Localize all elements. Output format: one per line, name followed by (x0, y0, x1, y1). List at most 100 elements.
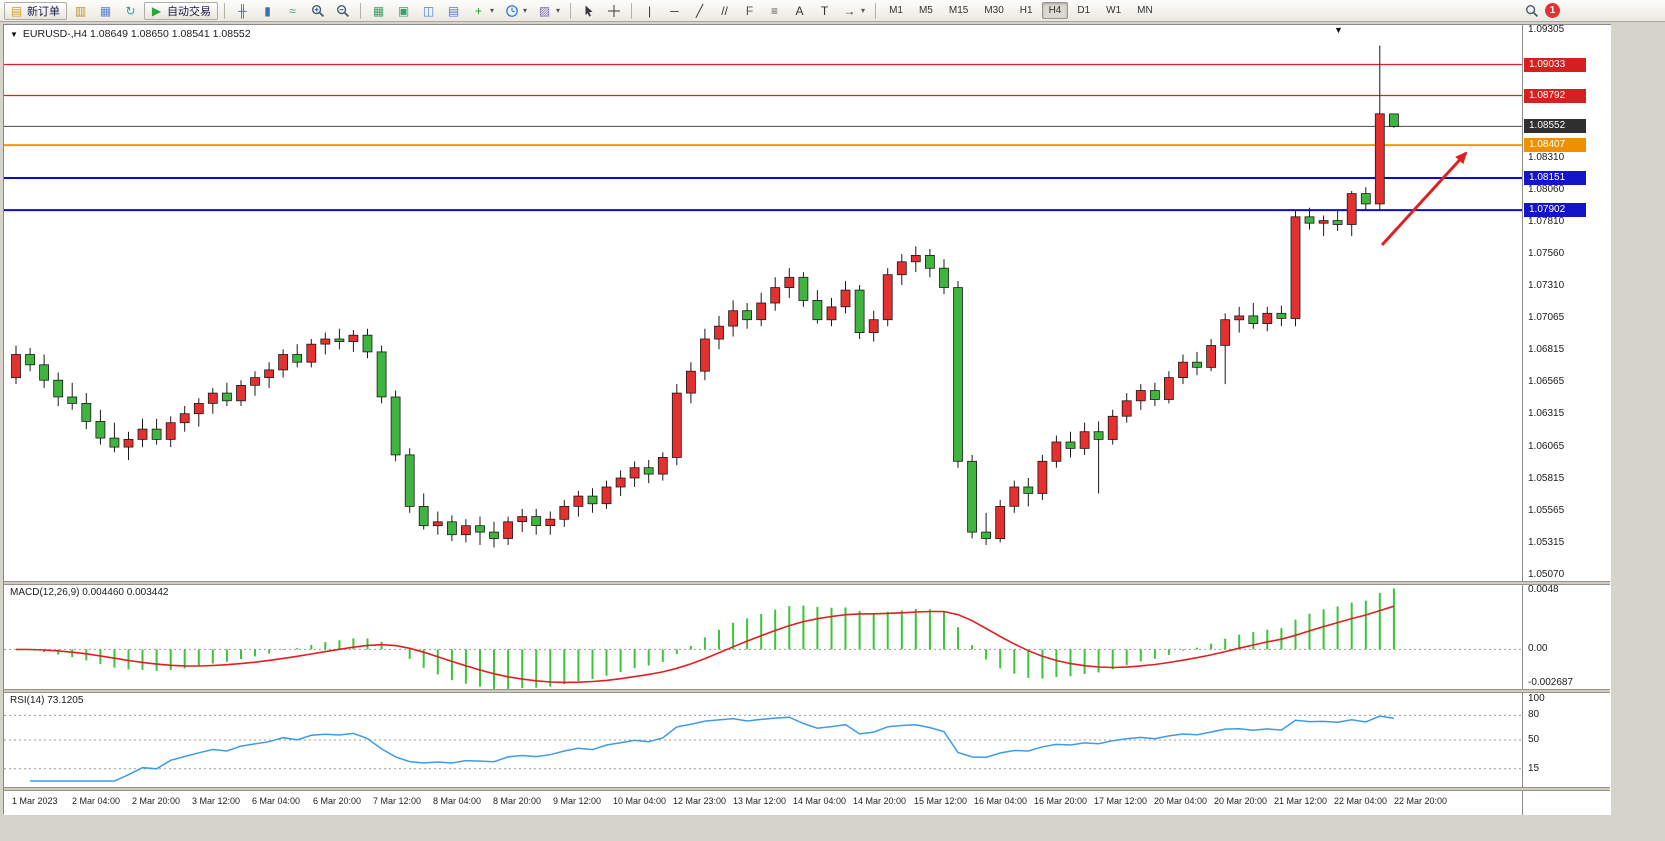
zoom-out-icon (335, 3, 350, 19)
tile-windows-button[interactable]: ▦ (367, 2, 390, 20)
candle-body (109, 437, 120, 448)
template-icon: ▨ (538, 3, 551, 18)
candle-body (742, 310, 752, 321)
pane-separator[interactable] (4, 689, 1610, 693)
time-axis-label: 3 Mar 12:00 (192, 796, 241, 806)
timeframe-mn-button[interactable]: MN (1130, 2, 1160, 19)
arrange-windows-button[interactable]: ▣ (392, 2, 415, 20)
auto-trading-button[interactable]: ▶ 自动交易 (144, 1, 218, 20)
text-label-button[interactable]: T (813, 2, 836, 20)
candle-body (517, 516, 528, 523)
time-axis-label: 22 Mar 20:00 (1394, 796, 1448, 806)
timeframe-w1-button-label: W1 (1106, 5, 1122, 16)
data-window-button[interactable]: ▦ (94, 2, 117, 20)
candle-body (1318, 220, 1329, 224)
pane-separator[interactable] (4, 787, 1610, 791)
price-axis-label: 1.08060 (1528, 184, 1565, 195)
text-button[interactable]: A (788, 2, 811, 20)
candle-body (432, 521, 443, 527)
bar-chart-button[interactable]: ╫ (231, 2, 254, 20)
time-axis-label: 20 Mar 04:00 (1154, 796, 1208, 806)
timeframe-m15-button[interactable]: M15 (942, 2, 975, 19)
object-marker-icon[interactable]: ▼ (1334, 25, 1343, 35)
fib-levels-button[interactable]: ≡ (763, 2, 786, 20)
candle-body (1009, 486, 1020, 507)
pane-separator[interactable] (4, 581, 1610, 585)
timeframe-h4-button[interactable]: H4 (1041, 2, 1069, 19)
search-icon (1524, 3, 1539, 19)
auto-trading-play-icon: ▶ (151, 3, 162, 18)
add-indicator-button[interactable]: + ▾ (467, 2, 498, 20)
candle-body (334, 338, 345, 342)
fibonacci-button[interactable]: F (738, 2, 761, 20)
time-axis-label: 2 Mar 04:00 (72, 796, 121, 806)
candle-body (643, 467, 654, 475)
candle-body (418, 505, 429, 527)
candle-body (39, 364, 49, 381)
candlestick-chart-button[interactable]: ▮ (256, 2, 279, 20)
trend-arrow[interactable] (1380, 151, 1468, 247)
vertical-line-button[interactable]: | (638, 2, 661, 20)
track-quotes-button[interactable]: ◫ (417, 2, 440, 20)
dropdown-arrow-icon: ▾ (523, 6, 528, 15)
timeframe-w1-button[interactable]: W1 (1099, 2, 1128, 19)
candle-body (545, 518, 556, 527)
price-badge-1.08792: 1.08792 (1524, 89, 1586, 103)
timeframe-m1-button[interactable]: M1 (882, 2, 910, 19)
timeframe-h4-button-label: H4 (1048, 5, 1062, 16)
toolbar: ▤ 新订单 ▥ ▦ ↻ ▶ 自动交易 ╫ ▮ ≈ ▦ ▣ ◫ ▤ + ▾ ▾ ▨ ▾ | ─ ╱//F ≡ A T → ▾ M1 M5 M… (0, 0, 1665, 22)
candle-body (264, 369, 275, 378)
zoom-out-button[interactable] (331, 2, 354, 20)
chart-collapse-icon[interactable]: ▼ (10, 29, 18, 39)
template-menu-button[interactable]: ▨ ▾ (533, 2, 564, 20)
candle-body (953, 287, 963, 462)
new-order-button[interactable]: ▤ 新订单 (4, 1, 67, 20)
time-axis-label: 22 Mar 04:00 (1334, 796, 1388, 806)
line-chart-button[interactable]: ≈ (281, 2, 304, 20)
candle-body (1121, 400, 1132, 417)
candle-body (615, 477, 626, 488)
candle-body (81, 402, 92, 422)
price-axis-label: 1.06065 (1528, 441, 1565, 452)
candle-body (939, 267, 949, 288)
chart-shift-button[interactable]: ▤ (442, 2, 465, 20)
horizontal-line-button[interactable]: ─ (663, 2, 686, 20)
market-watch-button[interactable]: ▥ (69, 2, 92, 20)
timeframe-menu-button[interactable]: ▾ (500, 2, 531, 20)
trendline-button[interactable]: ╱ (688, 2, 711, 20)
crosshair-button[interactable] (602, 2, 625, 20)
price-axis-label: 1.07810 (1528, 216, 1565, 227)
channel-button[interactable]: // (713, 2, 736, 20)
price-axis[interactable]: 1.09305 1.08310 1.08060 1.07810 1.07560 1.073… (1522, 24, 1611, 815)
candle-body (1262, 312, 1273, 324)
time-axis-label: 8 Mar 04:00 (433, 796, 482, 806)
timeframe-m30-button[interactable]: M30 (977, 2, 1010, 19)
price-chart[interactable] (4, 25, 1522, 581)
timeframe-m5-button[interactable]: M5 (912, 2, 940, 19)
candle-body (306, 343, 317, 363)
arrow-objects-button[interactable]: → ▾ (838, 2, 869, 20)
candle-body (207, 392, 218, 404)
candle-body (1107, 415, 1118, 440)
timeframe-h1-button[interactable]: H1 (1013, 2, 1040, 19)
price-axis-label: 1.07310 (1528, 280, 1565, 291)
time-axis-label: 16 Mar 20:00 (1034, 796, 1088, 806)
candle-body (995, 505, 1006, 539)
refresh-button[interactable]: ↻ (119, 2, 142, 20)
candle-body (278, 354, 289, 371)
rsi-pane[interactable] (4, 693, 1522, 787)
candle-body (573, 495, 584, 507)
zoom-in-button[interactable] (306, 2, 329, 20)
cursor-button[interactable] (577, 2, 600, 20)
dropdown-arrow-icon: ▾ (490, 6, 495, 15)
candle-body (404, 454, 415, 507)
arrange-windows-icon: ▣ (397, 3, 410, 18)
notification-badge[interactable]: 1 (1545, 3, 1560, 18)
timeframe-d1-button[interactable]: D1 (1070, 2, 1097, 19)
candle-body (868, 319, 879, 334)
macd-pane[interactable] (4, 585, 1522, 689)
price-axis-label: 1.06815 (1528, 344, 1565, 355)
search-button[interactable] (1520, 2, 1543, 20)
timeframe-mn-button-label: MN (1137, 5, 1153, 16)
time-axis[interactable]: 1 Mar 2023 2 Mar 04:00 2 Mar 20:00 3 Mar 12… (4, 791, 1522, 815)
